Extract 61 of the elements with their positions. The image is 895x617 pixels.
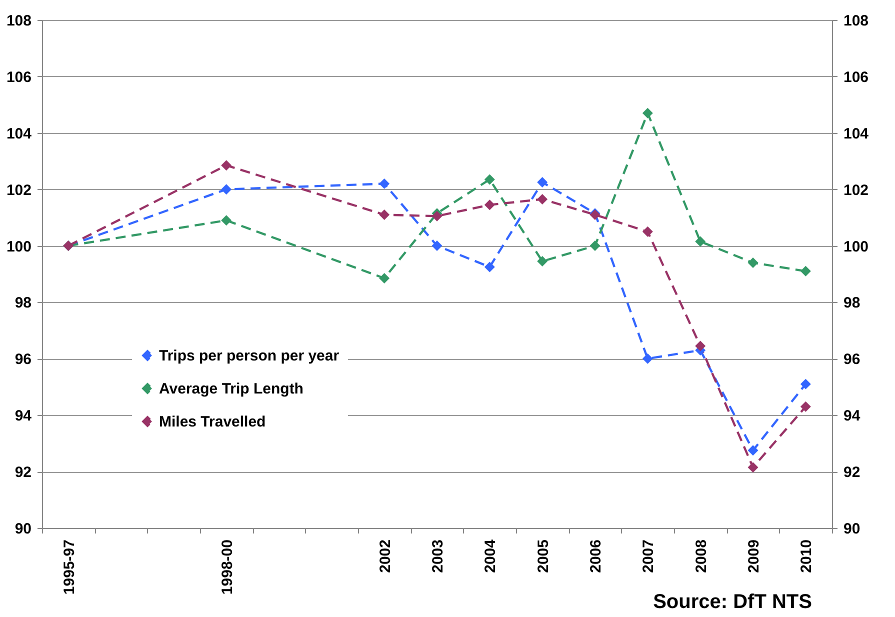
x-tick-label: 2010 <box>798 540 816 573</box>
point <box>642 226 653 237</box>
y-tick-label: 108 <box>6 12 32 30</box>
point <box>484 262 495 272</box>
source-note: Source: DfT NTS <box>653 591 812 613</box>
point <box>800 266 811 276</box>
y2-tick-label: 108 <box>844 12 869 30</box>
x-tick-label: 2002 <box>376 540 394 573</box>
point <box>748 462 758 473</box>
point <box>537 256 548 267</box>
x-tick-label: 2005 <box>534 540 552 573</box>
y2-tick-label: 96 <box>844 351 860 368</box>
x-tick-label: 1995-97 <box>60 540 78 595</box>
point <box>590 240 600 252</box>
point <box>221 184 232 195</box>
point <box>537 177 548 188</box>
legend-label: Trips per person per year <box>159 348 340 364</box>
point <box>221 215 232 226</box>
x-tick-label: 2007 <box>640 540 658 573</box>
y-tick-label: 94 <box>14 408 32 425</box>
y2-tick-label: 98 <box>844 294 860 312</box>
x-tick-label: 2006 <box>588 540 604 573</box>
y2-tick-label: 90 <box>844 520 860 538</box>
point <box>642 108 653 118</box>
x-tick-label: 2009 <box>746 540 762 573</box>
y-tick-label: 106 <box>6 68 32 86</box>
point <box>379 209 390 220</box>
point <box>432 240 442 252</box>
x-tick-label: 2008 <box>692 540 710 573</box>
point <box>695 340 706 352</box>
y-tick-label: 90 <box>14 520 32 538</box>
y-tick-label: 100 <box>6 238 32 256</box>
y2-tick-label: 104 <box>844 125 870 142</box>
point <box>484 200 495 210</box>
point <box>379 272 390 284</box>
x-tick-label: 2003 <box>430 540 446 573</box>
y-tick-label: 98 <box>14 294 32 312</box>
legend-label: Miles Travelled <box>159 414 266 430</box>
point <box>432 210 442 222</box>
point <box>748 445 758 456</box>
point <box>642 353 653 364</box>
legend-label: Average Trip Length <box>159 380 304 398</box>
x-tick-label: 1998-00 <box>218 540 236 595</box>
point <box>484 174 495 185</box>
point <box>537 194 548 204</box>
y2-tick-label: 100 <box>844 238 869 256</box>
point <box>748 257 758 268</box>
y2-tick-label: 106 <box>844 68 869 86</box>
point <box>221 160 232 171</box>
point <box>800 401 811 412</box>
y-tick-label: 104 <box>6 125 32 142</box>
y2-tick-label: 94 <box>844 408 861 425</box>
y-tick-label: 96 <box>14 351 32 368</box>
point <box>800 378 811 390</box>
y2-tick-label: 92 <box>844 464 860 482</box>
y2-tick-label: 102 <box>844 182 869 199</box>
y-tick-label: 102 <box>6 182 32 199</box>
point <box>695 236 706 247</box>
x-tick-label: 2004 <box>482 538 500 573</box>
point <box>379 178 390 189</box>
y-tick-label: 92 <box>14 464 32 482</box>
